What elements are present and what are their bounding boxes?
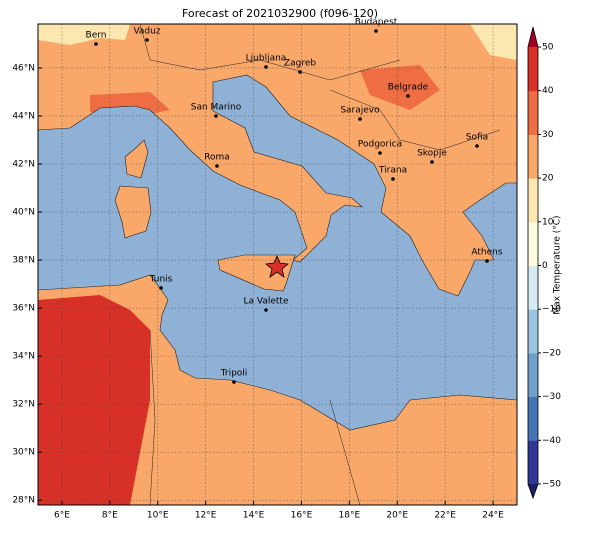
lon-tick-label: 24°E	[482, 511, 504, 521]
colorbar-bin	[528, 134, 538, 179]
colorbar-tick-label: 40	[542, 86, 554, 96]
map	[38, 24, 517, 505]
city-dot	[378, 151, 382, 155]
colorbar-bin	[528, 440, 538, 485]
lon-tick-label: 22°E	[434, 511, 456, 521]
colorbar-tick-label: −50	[542, 480, 561, 490]
city-label: San Marino	[191, 103, 242, 113]
lon-tick-label: 12°E	[195, 511, 217, 521]
lon-tick-label: 8°E	[102, 511, 118, 521]
city-label: Tirana	[378, 166, 407, 176]
city-label: La Valette	[244, 297, 289, 307]
lat-tick-label: 44°N	[12, 111, 35, 121]
colorbar-bin	[528, 90, 538, 135]
city-label: Podgorica	[358, 140, 402, 150]
hot-zone	[38, 295, 150, 505]
city-label: Vaduz	[133, 27, 160, 37]
city-label: Tunis	[149, 275, 173, 285]
borders	[139, 24, 501, 505]
city-label: Bern	[86, 31, 107, 41]
lat-tick-label: 30°N	[12, 448, 35, 458]
city-label: Zagreb	[284, 59, 316, 69]
city-label: Belgrade	[388, 83, 429, 93]
city-dot	[485, 259, 489, 263]
colorbar-bin	[528, 221, 538, 266]
city-dot	[264, 65, 268, 69]
colorbar-tick-label: 30	[542, 130, 554, 140]
city-label: Skopje	[417, 149, 447, 159]
title: Forecast of 2021032900 (f096-120)	[182, 7, 378, 20]
city-dot	[391, 177, 395, 181]
colorbar-tick-label: −10	[542, 305, 561, 315]
colorbar-tick-label: −20	[542, 348, 561, 358]
cool-zone	[38, 24, 130, 45]
city-dot	[430, 160, 434, 164]
lat-tick-label: 46°N	[12, 63, 35, 73]
colorbar-bin	[528, 352, 538, 398]
lon-tick-label: 20°E	[386, 511, 408, 521]
city-dot	[374, 29, 378, 33]
colorbar-tick-label: 10	[542, 217, 554, 227]
city-dot	[214, 114, 218, 118]
lon-tick-label: 10°E	[147, 511, 169, 521]
colorbar-tick-label: −40	[542, 436, 561, 446]
colorbar-tick-label: 0	[542, 261, 548, 271]
colorbar-bin	[528, 309, 538, 354]
city-dot	[358, 117, 362, 121]
lat-tick-label: 38°N	[12, 256, 35, 266]
city-label: Sarajevo	[340, 106, 380, 116]
lat-tick-label: 42°N	[12, 160, 35, 170]
city-dot	[475, 144, 479, 148]
corsica	[124, 139, 149, 179]
colorbar-tick-label: 50	[542, 43, 554, 53]
warm-zone	[360, 65, 440, 110]
lat-tick-label: 40°N	[12, 208, 35, 218]
city-dot	[232, 380, 236, 384]
colorbar-tick-label: 20	[542, 174, 554, 184]
city-dot	[406, 94, 410, 98]
lon-tick-label: 18°E	[339, 511, 361, 521]
lat-tick-label: 36°N	[12, 304, 35, 314]
lon-tick-label: 14°E	[243, 511, 265, 521]
lat-tick-label: 28°N	[12, 496, 35, 506]
city-dot	[145, 38, 149, 42]
colorbar-bin	[528, 178, 538, 223]
map-frame	[37, 23, 518, 506]
city-dot	[94, 42, 98, 46]
lat-tick-label: 32°N	[12, 400, 35, 410]
colorbar-extend-high	[528, 27, 538, 47]
colorbar-label: Max Temperature (°C)	[553, 215, 563, 314]
star-marker	[265, 254, 289, 278]
lon-tick-label: 6°E	[54, 511, 70, 521]
colorbar-tick-label: −30	[542, 392, 561, 402]
colorbar-bin	[528, 47, 538, 92]
colorbar-bin	[528, 396, 538, 441]
city-label: Budapest	[355, 18, 398, 28]
colorbar-bin	[528, 265, 538, 310]
city-label: Ljubljana	[246, 54, 287, 64]
cool-zone	[470, 24, 517, 60]
land-zone	[380, 420, 517, 505]
city-label: Athens	[471, 248, 502, 258]
lon-tick-label: 16°E	[291, 511, 313, 521]
city-dot	[159, 286, 163, 290]
city-dot	[215, 164, 219, 168]
city-label: Sofia	[466, 133, 488, 143]
city-dot	[264, 308, 268, 312]
city-label: Roma	[204, 153, 230, 163]
city-label: Tripoli	[220, 369, 248, 379]
city-dot	[298, 70, 302, 74]
lat-tick-label: 34°N	[12, 352, 35, 362]
colorbar-extend-low	[528, 484, 538, 498]
